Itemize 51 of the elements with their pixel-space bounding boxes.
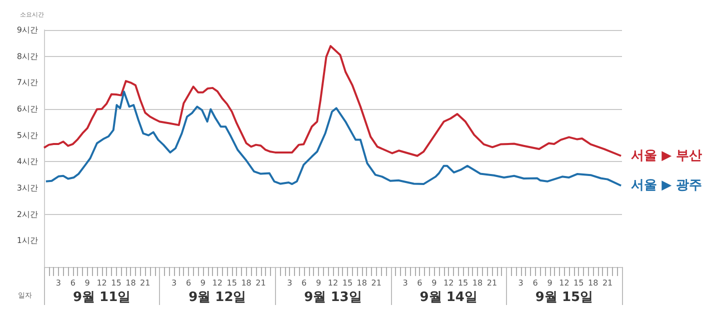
x-tick-label: 15 [111,278,122,288]
x-tick-label: 3 [518,278,524,288]
x-tick-label: 3 [172,278,177,288]
text: 9월 15일 [535,290,594,305]
y-tick-label: 2시간 [16,210,38,219]
x-tick-label: 18 [472,278,483,288]
series-label: 서울 ▶ 부산 [631,148,702,164]
x-tick-label: 6 [417,278,422,288]
text: 9월 12일 [188,290,246,305]
x-tick-label: 18 [126,278,136,288]
x-tick-label: 6 [70,278,76,288]
y-tick-label: 1시간 [16,236,38,246]
x-tick-label: 18 [356,278,367,288]
x-tick-label: 3 [287,278,292,288]
x-tick-label: 21 [140,278,150,288]
x-tick-label: 18 [588,278,598,288]
x-tick-label: 21 [602,278,613,288]
x-tick-label: 3 [56,278,61,288]
x-tick-label: 6 [532,278,538,288]
text: 9월 11일 [72,290,131,305]
x-tick-label: 9 [84,278,90,288]
text: 9월 13일 [304,290,362,305]
y-tick-label: 6시간 [16,104,38,114]
x-tick-label: 21 [371,278,382,288]
x-tick-label: 9 [200,278,206,288]
text: 9월 14일 [420,290,478,305]
x-tick-label: 15 [342,278,353,288]
x-tick-label: 9 [316,278,322,288]
x-tick-label: 15 [226,278,237,288]
x-tick-label: 6 [302,278,307,288]
x-tick-label: 15 [458,278,468,288]
y-tick-label: 8시간 [16,52,38,61]
x-tick-label: 9 [432,278,437,288]
y-tick-label: 4시간 [16,157,38,166]
x-tick-label: 21 [256,278,266,288]
series-label: 서울 ▶ 광주 [631,178,702,194]
x-tick-label: 15 [574,278,584,288]
x-tick-label: 12 [212,278,222,288]
x-tick-label: 21 [486,278,498,288]
y-tick-label: 9시간 [16,26,38,34]
x-tick-label: 18 [241,278,252,288]
y-tick-label: 3시간 [16,184,38,192]
x-tick-label: 12 [444,278,454,288]
y-tick-label: 7시간 [16,78,38,88]
x-tick-label: 9 [547,278,552,288]
x-tick-label: 12 [96,278,107,288]
x-tick-label: 6 [186,278,192,288]
x-tick-label: 12 [559,278,570,288]
y-tick-label: 5시간 [16,130,38,140]
x-tick-label: 12 [328,278,338,288]
x-tick-label: 3 [402,278,408,288]
